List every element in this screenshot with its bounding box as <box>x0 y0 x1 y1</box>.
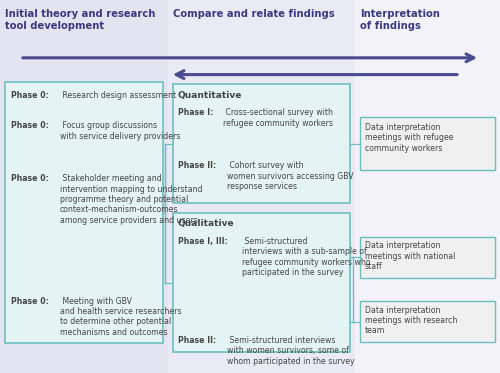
FancyBboxPatch shape <box>360 237 495 278</box>
Text: Research design assessment: Research design assessment <box>60 91 176 100</box>
FancyBboxPatch shape <box>355 0 500 373</box>
Text: Meeting with GBV
and health service researchers
to determine other potential
mec: Meeting with GBV and health service rese… <box>60 297 181 337</box>
Text: Data interpretation
meetings with research
team: Data interpretation meetings with resear… <box>365 306 458 335</box>
Text: Quantitative: Quantitative <box>178 91 242 100</box>
Text: Semi-structured interviews
with women survivors, some of
whom participated in th: Semi-structured interviews with women su… <box>226 336 354 366</box>
Text: Cohort survey with
women survivors accessing GBV
response services: Cohort survey with women survivors acces… <box>226 161 353 191</box>
FancyBboxPatch shape <box>168 0 355 373</box>
FancyBboxPatch shape <box>172 213 350 352</box>
Text: Initial theory and research
tool development: Initial theory and research tool develop… <box>5 9 156 31</box>
Text: Phase I:: Phase I: <box>178 108 213 117</box>
Text: Phase II:: Phase II: <box>178 161 216 170</box>
Text: Qualitative: Qualitative <box>178 219 234 228</box>
Text: Cross-sectional survey with
refugee community workers: Cross-sectional survey with refugee comm… <box>223 108 333 128</box>
FancyBboxPatch shape <box>172 84 350 203</box>
FancyBboxPatch shape <box>5 82 162 343</box>
Text: Phase 0:: Phase 0: <box>11 297 49 305</box>
Text: Phase 0:: Phase 0: <box>11 174 49 183</box>
Text: Phase I, III:: Phase I, III: <box>178 237 227 246</box>
Text: Data interpretation
meetings with national
staff: Data interpretation meetings with nation… <box>365 241 456 271</box>
Text: Focus group discussions
with service delivery providers: Focus group discussions with service del… <box>60 121 180 141</box>
Text: Stakeholder meeting and
intervention mapping to understand
programme theory and : Stakeholder meeting and intervention map… <box>60 174 203 225</box>
FancyBboxPatch shape <box>0 0 168 373</box>
Text: Semi-structured
interviews with a sub-sample of
refugee community workers who
pa: Semi-structured interviews with a sub-sa… <box>242 237 370 277</box>
Text: Compare and relate findings: Compare and relate findings <box>172 9 334 19</box>
FancyBboxPatch shape <box>360 301 495 342</box>
Text: Interpretation
of findings: Interpretation of findings <box>360 9 440 31</box>
Text: Data interpretation
meetings with refugee
community workers: Data interpretation meetings with refuge… <box>365 123 454 153</box>
Text: Phase II:: Phase II: <box>178 336 216 345</box>
Text: Phase 0:: Phase 0: <box>11 121 49 130</box>
FancyBboxPatch shape <box>360 117 495 170</box>
Text: Phase 0:: Phase 0: <box>11 91 49 100</box>
